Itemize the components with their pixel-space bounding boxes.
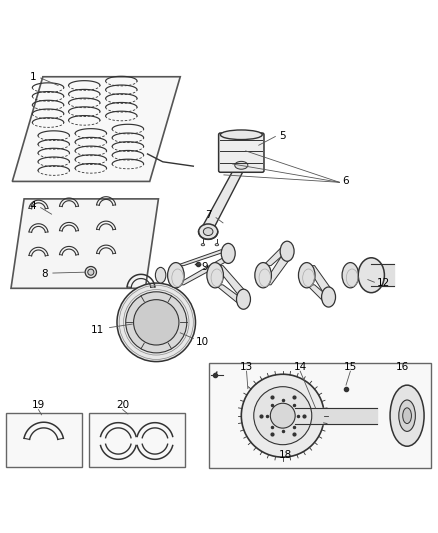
Polygon shape [262,256,292,285]
Ellipse shape [402,408,410,424]
Polygon shape [176,249,233,265]
Text: 16: 16 [395,362,408,372]
Circle shape [241,374,323,457]
Polygon shape [306,285,333,301]
Ellipse shape [220,130,261,140]
Bar [88,413,184,467]
Polygon shape [12,77,180,181]
Polygon shape [262,247,292,265]
Circle shape [88,269,94,275]
Text: 18: 18 [279,450,292,460]
Text: 7: 7 [205,211,212,221]
Ellipse shape [201,244,204,246]
Ellipse shape [279,241,293,261]
Ellipse shape [389,385,423,446]
Ellipse shape [254,263,271,288]
Text: 6: 6 [341,176,348,187]
Text: 15: 15 [343,362,356,372]
Ellipse shape [206,263,223,288]
Polygon shape [215,265,248,295]
Ellipse shape [341,263,358,288]
Polygon shape [176,258,233,285]
Text: 11: 11 [91,325,104,335]
Circle shape [253,386,311,445]
Circle shape [133,300,179,345]
Text: 14: 14 [293,362,306,372]
Ellipse shape [236,289,250,309]
Text: 9: 9 [201,262,207,271]
Ellipse shape [234,161,247,169]
Bar [6,413,82,467]
Polygon shape [11,199,158,288]
Text: 8: 8 [42,269,48,279]
Polygon shape [215,285,248,304]
Circle shape [270,403,294,428]
Text: 19: 19 [32,400,45,410]
Text: 5: 5 [279,131,286,141]
Ellipse shape [321,287,335,307]
Ellipse shape [298,263,314,288]
Polygon shape [201,171,243,227]
Ellipse shape [203,228,212,236]
Ellipse shape [215,244,218,246]
Text: 1: 1 [29,72,36,82]
Ellipse shape [167,263,184,288]
Text: 4: 4 [29,201,36,211]
Circle shape [125,292,186,353]
Circle shape [117,283,195,361]
Text: 12: 12 [376,278,389,288]
Bar [208,364,430,468]
Text: 20: 20 [116,400,129,410]
Ellipse shape [398,400,414,431]
Circle shape [85,266,96,278]
Text: 10: 10 [195,336,208,346]
Polygon shape [306,265,333,293]
Text: 13: 13 [240,362,253,372]
Ellipse shape [198,224,217,239]
Ellipse shape [155,268,166,283]
Ellipse shape [357,258,384,293]
FancyBboxPatch shape [218,133,263,172]
Ellipse shape [221,244,235,263]
